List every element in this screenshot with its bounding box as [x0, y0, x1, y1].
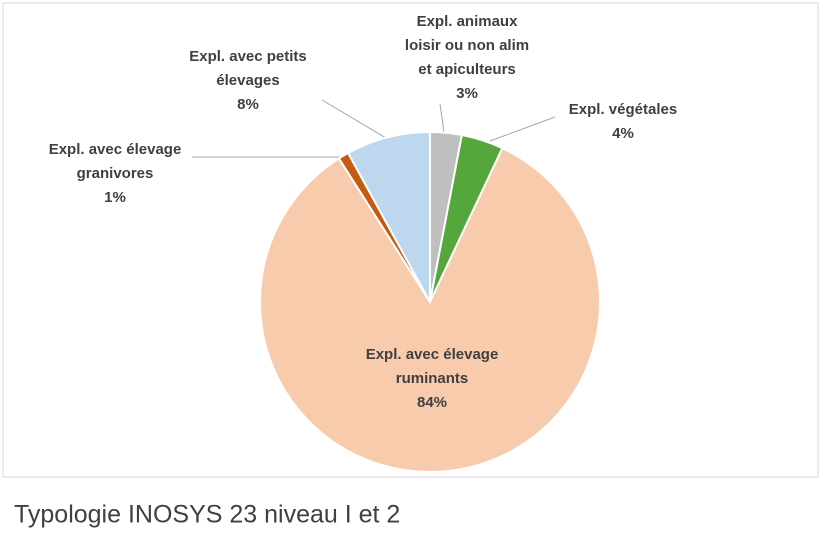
- slice-label: Expl. avec petits: [189, 48, 307, 65]
- slice-label: Expl. animaux: [417, 13, 519, 30]
- leader-line: [489, 116, 556, 142]
- slice-value-label: 8%: [237, 96, 259, 113]
- slice-label: loisir ou non alim: [405, 37, 529, 54]
- slice-value-label: 1%: [104, 189, 126, 206]
- slice-label: et apiculteurs: [418, 61, 516, 78]
- chart-title: Typologie INOSYS 23 niveau I et 2: [14, 501, 400, 529]
- slice-value-label: 4%: [612, 125, 634, 142]
- slice-value-label: 84%: [417, 394, 447, 411]
- slice-label: élevages: [216, 72, 279, 89]
- leader-line: [439, 103, 445, 133]
- slice-value-label: 3%: [456, 85, 478, 102]
- slice-label: Expl. avec élevage: [366, 346, 499, 363]
- pie-slice: [259, 146, 601, 473]
- slice-label: Expl. végétales: [569, 101, 677, 118]
- slice-label: ruminants: [396, 370, 469, 387]
- slice-label: Expl. avec élevage: [49, 141, 182, 158]
- leader-line: [321, 99, 387, 139]
- slice-label: granivores: [77, 165, 154, 182]
- pie-slice: [346, 130, 431, 303]
